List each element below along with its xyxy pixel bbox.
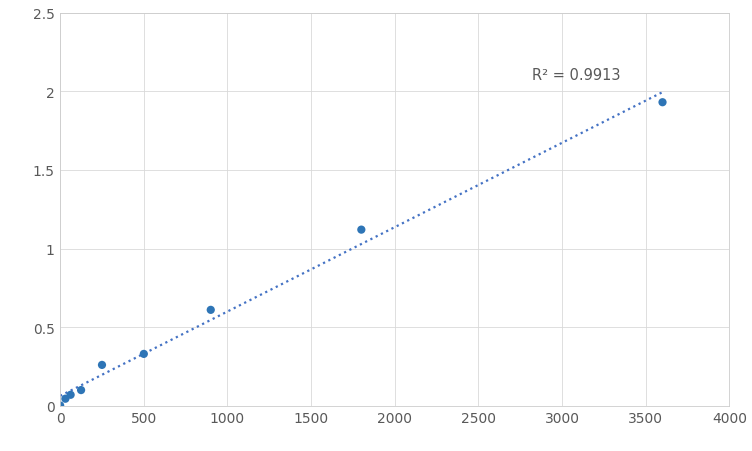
Point: [75, 387, 87, 394]
Point: [65, 391, 77, 399]
Point: [59, 395, 71, 402]
Text: R² = 0.9913: R² = 0.9913: [532, 68, 620, 83]
Point: [138, 350, 150, 358]
Point: [54, 402, 66, 409]
Point: [96, 362, 108, 369]
Point: [355, 226, 367, 234]
Point: [656, 99, 669, 106]
Point: [205, 307, 217, 314]
